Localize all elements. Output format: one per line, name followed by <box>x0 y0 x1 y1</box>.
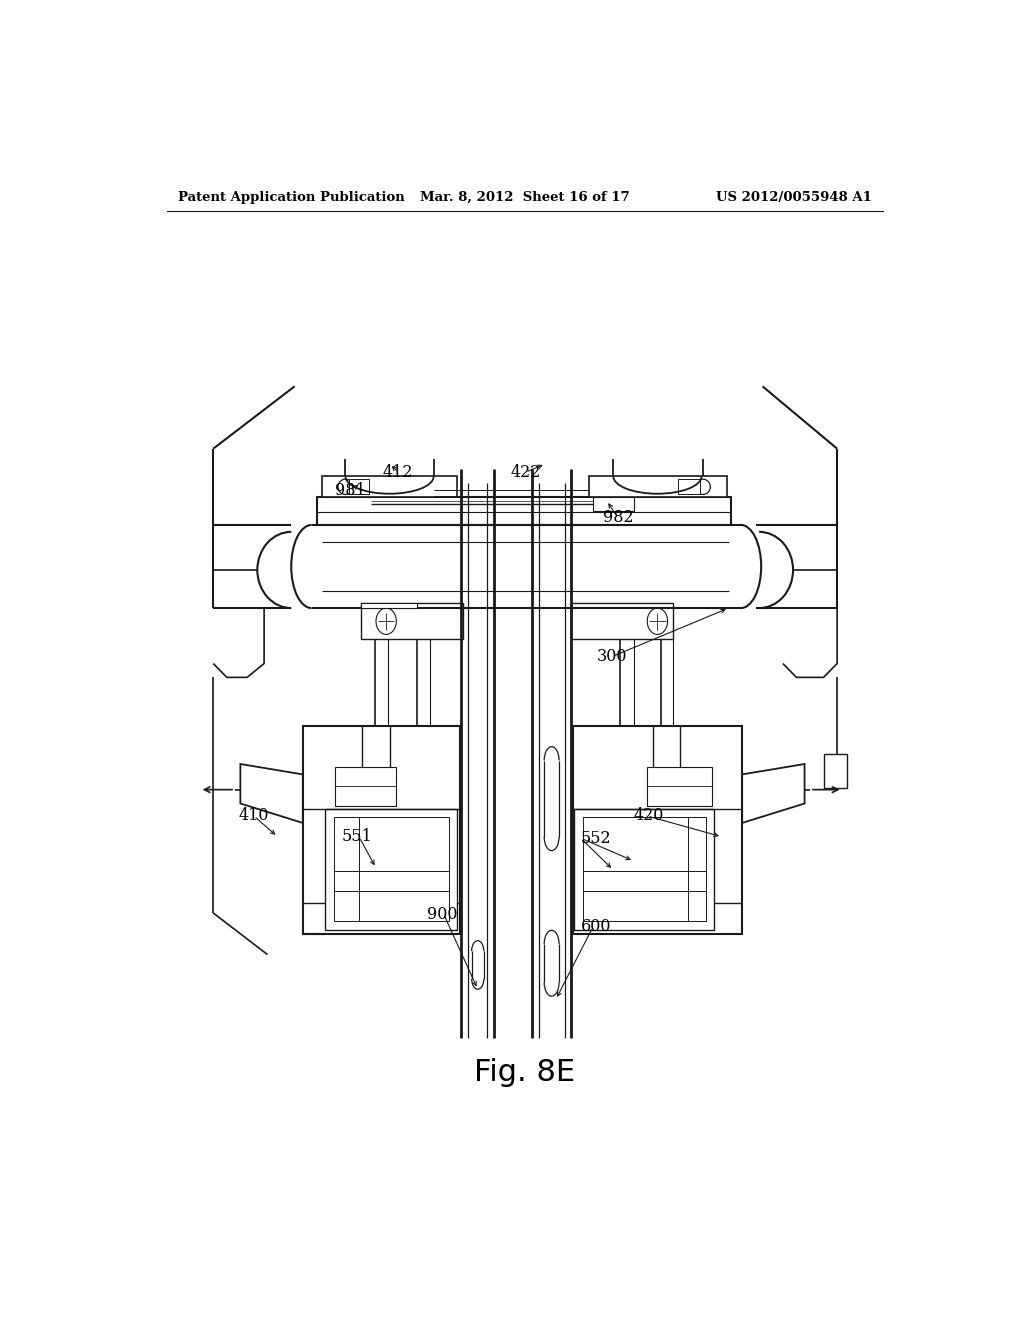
Polygon shape <box>361 602 417 609</box>
Bar <box>349 479 370 494</box>
Polygon shape <box>322 477 458 498</box>
Text: 600: 600 <box>581 919 611 936</box>
Bar <box>823 754 847 788</box>
Text: 410: 410 <box>239 808 269 825</box>
Polygon shape <box>571 602 673 639</box>
Bar <box>326 809 458 931</box>
Text: 300: 300 <box>596 648 627 665</box>
Text: 981: 981 <box>335 482 366 499</box>
Text: US 2012/0055948 A1: US 2012/0055948 A1 <box>716 191 872 203</box>
Text: 900: 900 <box>427 906 458 923</box>
Polygon shape <box>589 477 727 498</box>
Polygon shape <box>361 602 463 639</box>
Bar <box>186 359 864 1052</box>
Text: 420: 420 <box>634 808 664 825</box>
Bar <box>317 498 731 525</box>
Bar <box>679 479 700 494</box>
Polygon shape <box>742 764 805 822</box>
Bar <box>335 767 396 805</box>
Text: 412: 412 <box>383 463 414 480</box>
Bar <box>334 817 450 921</box>
Polygon shape <box>241 764 303 822</box>
Bar <box>647 767 712 805</box>
Text: 422: 422 <box>510 463 541 480</box>
Text: 982: 982 <box>603 510 634 527</box>
Text: 552: 552 <box>581 830 611 846</box>
Text: Mar. 8, 2012  Sheet 16 of 17: Mar. 8, 2012 Sheet 16 of 17 <box>420 191 630 203</box>
Text: 551: 551 <box>342 828 373 845</box>
Text: Fig. 8E: Fig. 8E <box>474 1057 575 1086</box>
Bar <box>583 817 706 921</box>
Text: Patent Application Publication: Patent Application Publication <box>178 191 406 203</box>
Polygon shape <box>303 726 460 933</box>
Polygon shape <box>593 498 634 511</box>
Bar <box>574 809 714 931</box>
Polygon shape <box>572 726 742 933</box>
